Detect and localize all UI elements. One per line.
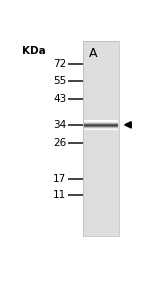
Bar: [83, 54, 119, 57]
Text: 11: 11: [53, 190, 66, 200]
Bar: [83, 83, 119, 86]
Bar: [83, 174, 119, 178]
Bar: [83, 41, 119, 236]
Bar: [83, 57, 119, 60]
Text: 55: 55: [53, 76, 66, 86]
Bar: [83, 64, 119, 67]
Bar: [83, 190, 119, 194]
Bar: [83, 223, 119, 226]
Bar: [83, 132, 119, 135]
Bar: [83, 112, 119, 116]
Bar: [83, 155, 119, 158]
Text: KDa: KDa: [22, 46, 45, 56]
Bar: [83, 129, 119, 132]
Bar: [83, 47, 119, 50]
Bar: [83, 230, 119, 233]
Bar: [83, 116, 119, 119]
Bar: [83, 106, 119, 109]
Bar: [83, 203, 119, 207]
Bar: [83, 86, 119, 89]
Text: 17: 17: [53, 174, 66, 184]
Bar: [83, 210, 119, 213]
Bar: [83, 77, 119, 80]
Bar: [83, 145, 119, 148]
Bar: [83, 194, 119, 197]
Bar: [83, 200, 119, 203]
Bar: [83, 226, 119, 230]
Bar: [83, 89, 119, 93]
Text: 34: 34: [53, 120, 66, 130]
Bar: [83, 73, 119, 77]
Bar: [83, 70, 119, 73]
Bar: [83, 96, 119, 99]
Bar: [83, 119, 119, 122]
Bar: [83, 187, 119, 190]
Text: A: A: [89, 47, 97, 60]
Bar: [83, 220, 119, 223]
Bar: [83, 122, 119, 125]
Bar: [83, 50, 119, 54]
Bar: [83, 93, 119, 96]
Bar: [83, 178, 119, 181]
Bar: [83, 164, 119, 168]
Bar: [83, 80, 119, 83]
Bar: [83, 161, 119, 164]
Bar: [83, 60, 119, 64]
Bar: [83, 135, 119, 139]
Bar: [83, 41, 119, 44]
Bar: [83, 103, 119, 106]
Text: 72: 72: [53, 60, 66, 70]
Bar: [83, 125, 119, 129]
Bar: [83, 142, 119, 145]
Bar: [83, 168, 119, 171]
Bar: [83, 233, 119, 236]
Bar: [83, 158, 119, 161]
Bar: [83, 213, 119, 217]
Bar: [83, 207, 119, 210]
Bar: [83, 139, 119, 142]
Bar: [83, 44, 119, 47]
Bar: [83, 197, 119, 200]
Bar: [83, 151, 119, 155]
Bar: [83, 148, 119, 151]
Bar: [83, 181, 119, 184]
Text: 26: 26: [53, 138, 66, 148]
Bar: [83, 217, 119, 220]
Bar: [83, 99, 119, 103]
Bar: [83, 67, 119, 70]
Bar: [83, 109, 119, 112]
Bar: [83, 171, 119, 174]
Bar: [83, 184, 119, 187]
Text: 43: 43: [53, 94, 66, 104]
